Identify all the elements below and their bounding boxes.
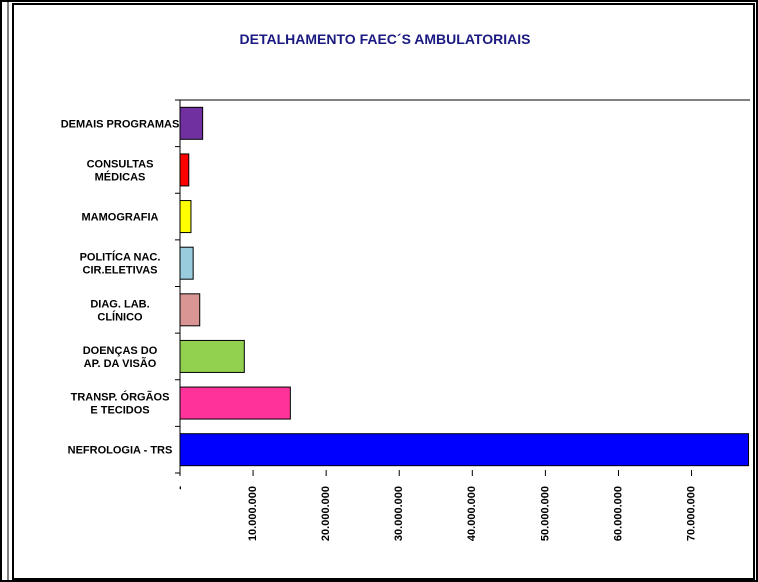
y-tick-label: POLITÍCA NAC. CIR.ELETIVAS xyxy=(80,251,161,277)
chart-frame xyxy=(12,3,755,580)
y-tick-label: DEMAIS PROGRAMAS xyxy=(61,118,180,130)
x-tick-label: 70.000.000 xyxy=(685,486,697,541)
x-tick-label: 10.000.000 xyxy=(247,486,259,541)
x-tick-label: - xyxy=(174,486,186,490)
x-tick-label: 30.000.000 xyxy=(393,486,405,541)
x-tick-label: 60.000.000 xyxy=(612,486,624,541)
y-tick-label: DIAG. LAB. CLÍNICO xyxy=(90,298,149,323)
bar xyxy=(179,106,204,140)
x-tick-label: 20.000.000 xyxy=(320,486,332,541)
bar xyxy=(179,246,194,280)
chart-title: DETALHAMENTO FAEC´S AMBULATORIAIS xyxy=(240,31,531,47)
y-tick-label: CONSULTAS MÉDICAS xyxy=(87,158,154,183)
bar xyxy=(179,433,750,467)
bar xyxy=(179,153,190,187)
y-tick-label: TRANSP. ÓRGÃOS E TECIDOS xyxy=(71,391,170,417)
bar xyxy=(179,339,245,373)
y-tick-label: MAMOGRAFIA xyxy=(82,212,159,224)
bar xyxy=(179,200,192,234)
y-tick-label: DOENÇAS DO AP. DA VISÃO xyxy=(83,345,158,370)
y-tick-label: NEFROLOGIA - TRS xyxy=(68,445,173,457)
x-tick-label: 40.000.000 xyxy=(466,486,478,541)
x-tick-label: 50.000.000 xyxy=(539,486,551,541)
bar xyxy=(179,386,291,420)
bar xyxy=(179,293,201,327)
